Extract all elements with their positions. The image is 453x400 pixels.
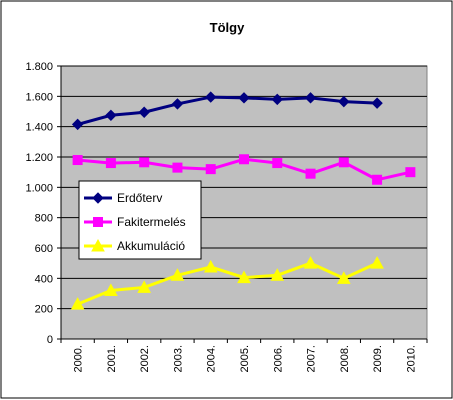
x-tick-label: 2010. bbox=[405, 345, 417, 373]
x-tick-label: 2006. bbox=[272, 345, 284, 373]
data-point bbox=[338, 157, 349, 168]
data-point bbox=[138, 106, 150, 118]
data-point bbox=[203, 259, 218, 273]
data-point bbox=[272, 158, 283, 169]
legend-label: Akkumuláció bbox=[117, 239, 185, 253]
y-tick-label: 400 bbox=[35, 273, 53, 285]
data-point bbox=[171, 98, 184, 110]
data-point bbox=[304, 92, 317, 104]
data-point bbox=[336, 271, 351, 284]
data-point bbox=[105, 109, 117, 121]
series-line bbox=[77, 95, 378, 126]
data-point bbox=[270, 268, 285, 281]
data-point bbox=[239, 154, 249, 165]
data-point bbox=[371, 97, 383, 109]
data-point bbox=[170, 268, 185, 281]
data-point bbox=[338, 95, 350, 108]
x-tick-label: 2000. bbox=[73, 345, 85, 373]
x-tick-label: 2008. bbox=[339, 345, 351, 373]
y-tick-label: 600 bbox=[35, 243, 53, 255]
x-axis: 2000. 2001. 2002. 2003. 2004. 2005. 2006. 2007.… bbox=[60, 339, 428, 373]
chart-title: Tölgy bbox=[210, 20, 245, 35]
legend-marker bbox=[92, 192, 104, 204]
data-point bbox=[205, 91, 217, 103]
data-point bbox=[139, 157, 150, 168]
y-axis: 0 200 400 600 800 1.000 1.200 1.400 1.600 1.800 bbox=[25, 61, 427, 346]
data-point bbox=[172, 162, 183, 173]
x-tick-label: 2004. bbox=[206, 345, 218, 373]
data-point bbox=[70, 297, 85, 310]
data-point bbox=[372, 174, 383, 185]
data-point bbox=[305, 168, 316, 179]
data-point bbox=[71, 118, 84, 131]
data-point bbox=[405, 167, 416, 178]
data-point bbox=[137, 280, 152, 293]
y-tick-label: 1.600 bbox=[25, 91, 53, 103]
data-point bbox=[271, 93, 283, 106]
x-tick-label: 2003. bbox=[172, 345, 184, 373]
x-tick-label: 2002. bbox=[139, 345, 151, 373]
legend-marker bbox=[93, 217, 103, 227]
y-tick-label: 1.800 bbox=[25, 61, 53, 73]
y-tick-label: 1.400 bbox=[25, 122, 53, 134]
y-tick-label: 1.200 bbox=[25, 152, 53, 164]
legend-marker bbox=[91, 238, 105, 252]
series-1 bbox=[72, 154, 416, 185]
y-tick-label: 1.000 bbox=[25, 182, 53, 194]
x-tick-label: 2005. bbox=[239, 345, 251, 373]
data-point bbox=[370, 256, 384, 269]
y-tick-label: 200 bbox=[35, 304, 53, 316]
data-point bbox=[72, 155, 83, 166]
series-0 bbox=[71, 91, 383, 131]
y-tick-label: 800 bbox=[35, 213, 53, 225]
x-tick-label: 2007. bbox=[306, 345, 318, 373]
legend-label: Fakitermelés bbox=[117, 215, 186, 229]
legend-label: Erdőterv bbox=[117, 191, 162, 205]
series-line bbox=[77, 261, 378, 306]
data-point bbox=[105, 158, 116, 169]
data-point bbox=[205, 164, 216, 175]
x-tick-label: 2001. bbox=[106, 345, 118, 373]
series-2 bbox=[70, 256, 384, 310]
legend: Erdőterv Fakitermelés Akkumuláció bbox=[78, 180, 202, 260]
x-tick-label: 2009. bbox=[372, 345, 384, 373]
data-point bbox=[238, 92, 250, 104]
data-point bbox=[303, 256, 318, 269]
data-point bbox=[237, 270, 251, 284]
series-group bbox=[70, 91, 416, 310]
y-tick-label: 0 bbox=[47, 334, 53, 346]
data-point bbox=[104, 283, 118, 296]
